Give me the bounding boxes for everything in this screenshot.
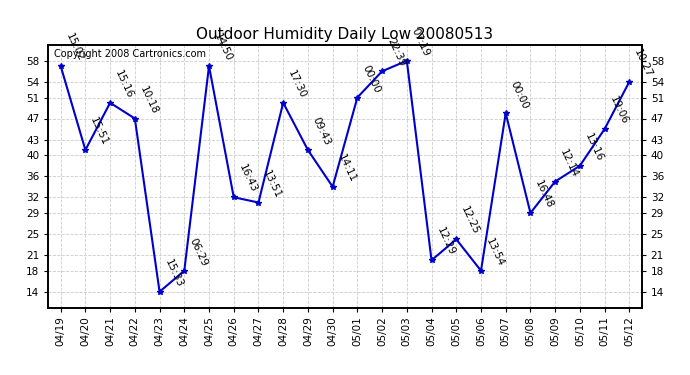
Text: Copyright 2008 Cartronics.com: Copyright 2008 Cartronics.com xyxy=(55,49,206,59)
Text: 00:00: 00:00 xyxy=(509,80,530,111)
Text: 12:14: 12:14 xyxy=(558,147,580,179)
Text: 10:18: 10:18 xyxy=(138,84,159,116)
Text: 16:43: 16:43 xyxy=(237,163,259,195)
Text: 15:02: 15:02 xyxy=(63,32,86,63)
Text: 16:48: 16:48 xyxy=(533,179,555,210)
Text: 13:54: 13:54 xyxy=(484,237,506,268)
Text: 13:16: 13:16 xyxy=(583,132,604,163)
Text: 06:29: 06:29 xyxy=(187,237,209,268)
Text: 22:39: 22:39 xyxy=(385,37,407,69)
Text: 13:51: 13:51 xyxy=(262,168,283,200)
Text: 19:06: 19:06 xyxy=(608,95,629,126)
Title: Outdoor Humidity Daily Low 20080513: Outdoor Humidity Daily Low 20080513 xyxy=(197,27,493,42)
Text: 12:25: 12:25 xyxy=(460,205,481,237)
Text: 17:30: 17:30 xyxy=(286,69,308,100)
Text: 10:27: 10:27 xyxy=(632,48,654,79)
Text: 14:50: 14:50 xyxy=(212,32,234,63)
Text: 15:33: 15:33 xyxy=(163,258,184,289)
Text: 07:19: 07:19 xyxy=(410,27,431,58)
Text: 09:43: 09:43 xyxy=(311,116,333,147)
Text: 15:16: 15:16 xyxy=(113,69,135,100)
Text: 14:11: 14:11 xyxy=(335,153,357,184)
Text: 15:51: 15:51 xyxy=(88,116,110,147)
Text: 00:00: 00:00 xyxy=(360,64,382,95)
Text: 12:29: 12:29 xyxy=(435,226,456,258)
